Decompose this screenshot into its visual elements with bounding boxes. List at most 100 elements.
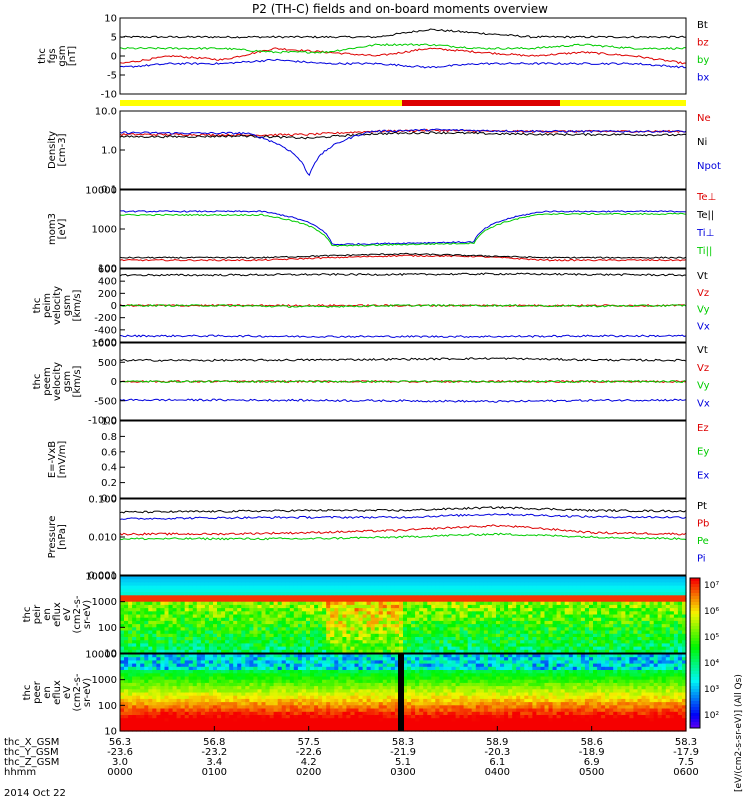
- spectrogram-cell: [431, 592, 436, 596]
- spectrogram-cell: [217, 715, 222, 719]
- spectrogram-cell: [520, 611, 525, 616]
- spectrogram-cell: [504, 576, 509, 580]
- spectrogram-cell: [152, 614, 157, 619]
- spectrogram-cell: [580, 649, 586, 654]
- spectrogram-cell: [188, 627, 194, 632]
- spectrogram-cell: [261, 689, 267, 694]
- spectrogram-cell: [184, 643, 190, 648]
- spectrogram-cell: [196, 649, 202, 654]
- spectrogram-cell: [306, 579, 311, 583]
- spectrogram-cell: [411, 643, 416, 648]
- spectrogram-cell: [289, 718, 295, 722]
- spectrogram-cell: [677, 585, 683, 590]
- spectrogram-cell: [217, 588, 222, 593]
- spectrogram-cell: [289, 633, 295, 638]
- spectrogram-cell: [128, 679, 133, 684]
- spectrogram-cell: [314, 692, 319, 697]
- spectrogram-cell: [633, 579, 638, 583]
- spectrogram-cell: [314, 585, 319, 590]
- spectrogram-cell: [354, 727, 360, 732]
- spectrogram-cell: [233, 718, 238, 722]
- spectrogram-cell: [334, 582, 339, 587]
- spectrogram-cell: [617, 617, 622, 622]
- spectrogram-cell: [633, 643, 638, 648]
- spectrogram-cell: [419, 608, 424, 612]
- spectrogram-cell: [326, 620, 331, 625]
- spectrogram-cell: [289, 702, 295, 706]
- spectrogram-cell: [487, 614, 493, 619]
- spectrogram-cell: [152, 611, 157, 616]
- spectrogram-cell: [144, 604, 149, 609]
- spectrogram-cell: [265, 724, 271, 729]
- spectrogram-cell: [431, 598, 436, 603]
- spectrogram-cell: [362, 670, 368, 674]
- spectrogram-cell: [447, 579, 453, 583]
- spectrogram-cell: [184, 633, 190, 638]
- spectrogram-cell: [136, 686, 141, 690]
- spectrogram-cell: [374, 643, 380, 648]
- spectrogram-cell: [318, 692, 323, 697]
- spectrogram-cell: [225, 663, 230, 668]
- spectrogram-cell: [144, 654, 149, 658]
- spectrogram-cell: [213, 705, 218, 710]
- spectrogram-cell: [447, 630, 453, 635]
- spectrogram-cell: [273, 646, 279, 651]
- spectrogram-cell: [188, 598, 194, 603]
- spectrogram-cell: [435, 630, 440, 635]
- spectrogram-cell: [346, 711, 351, 716]
- spectrogram-cell: [245, 654, 250, 658]
- spectrogram-cell: [196, 715, 202, 719]
- spectrogram-cell: [257, 592, 263, 596]
- spectrogram-cell: [637, 611, 643, 616]
- spectrogram-cell: [241, 715, 246, 719]
- spectrogram-cell: [548, 588, 554, 593]
- spectrogram-cell: [124, 585, 129, 590]
- spectrogram-cell: [213, 640, 218, 644]
- spectrogram-cell: [544, 588, 550, 593]
- spectrogram-cell: [225, 620, 230, 625]
- spectrogram-cell: [330, 711, 335, 716]
- spectrogram-cell: [196, 633, 202, 638]
- spectrogram-cell: [314, 718, 319, 722]
- spectrogram-cell: [221, 604, 226, 609]
- spectrogram-cell: [500, 585, 505, 590]
- spectrogram-cell: [192, 604, 198, 609]
- spectrogram-cell: [192, 617, 198, 622]
- spectrogram-cell: [613, 624, 618, 628]
- spectrogram-cell: [253, 682, 258, 687]
- spectrogram-cell: [200, 601, 206, 606]
- spectrogram-cell: [609, 620, 614, 625]
- spectrogram-cell: [124, 637, 129, 641]
- spectrogram-cell: [390, 576, 396, 580]
- spectrogram-cell: [625, 643, 630, 648]
- spectrogram-cell: [249, 727, 254, 732]
- spectrogram-cell: [544, 598, 550, 603]
- spectrogram-cell: [318, 727, 323, 732]
- spectrogram-cell: [192, 637, 198, 641]
- spectrogram-cell: [346, 721, 351, 726]
- spectrogram-cell: [322, 718, 327, 722]
- spectrogram-cell: [192, 727, 198, 732]
- spectrogram-cell: [483, 576, 489, 580]
- spectrogram-cell: [378, 608, 384, 612]
- spectrogram-cell: [152, 686, 157, 690]
- spectrogram-cell: [572, 630, 578, 635]
- spectrogram-cell: [334, 640, 339, 644]
- spectrogram-cell: [411, 649, 416, 654]
- spectrogram-cell: [241, 624, 246, 628]
- spectrogram-cell: [597, 617, 602, 622]
- spectrogram-cell: [625, 624, 630, 628]
- spectrogram-cell: [241, 660, 246, 665]
- spectrogram-cell: [605, 620, 610, 625]
- spectrogram-cell: [394, 630, 400, 635]
- spectrogram-cell: [188, 608, 194, 612]
- spectrogram-cell: [597, 624, 602, 628]
- spectrogram-cell: [164, 588, 170, 593]
- spectrogram-cell: [160, 598, 165, 603]
- spectrogram-cell: [293, 601, 299, 606]
- spectrogram-cell: [568, 614, 574, 619]
- spectrogram-cell: [221, 724, 226, 729]
- spectrogram-cell: [192, 643, 198, 648]
- spectrogram-cell: [184, 585, 190, 590]
- spectrogram-cell: [342, 627, 347, 632]
